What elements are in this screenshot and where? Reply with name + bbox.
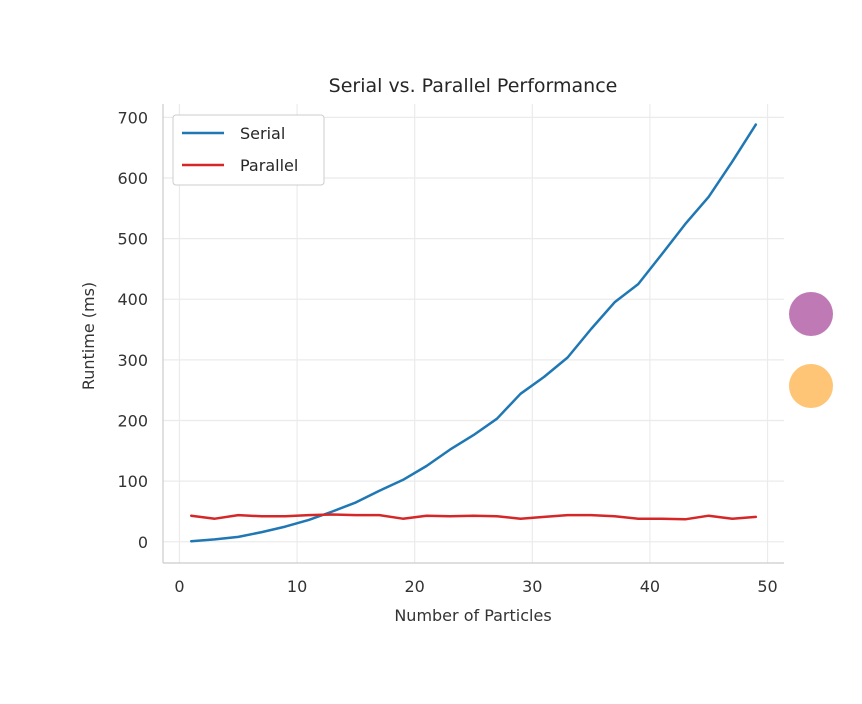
y-tick-label: 500	[117, 230, 148, 249]
legend: Serial Parallel	[172, 114, 325, 186]
grid	[163, 104, 784, 563]
orange-dot	[789, 364, 833, 408]
purple-dot	[789, 292, 833, 336]
legend-label-parallel: Parallel	[240, 156, 298, 175]
y-tick-label: 0	[138, 533, 148, 552]
x-tick-label: 40	[640, 577, 660, 596]
y-tick-label: 600	[117, 169, 148, 188]
x-tick-label: 20	[405, 577, 425, 596]
axes	[162, 104, 784, 564]
chart-title: Serial vs. Parallel Performance	[329, 75, 618, 97]
x-tick-label: 50	[757, 577, 777, 596]
y-tick-label: 100	[117, 472, 148, 491]
y-tick-label: 200	[117, 412, 148, 431]
series-layer	[189, 123, 758, 543]
y-ticks: 0 100 200 300 400 500 600 700	[117, 108, 148, 551]
y-tick-label: 700	[117, 108, 148, 127]
legend-label-serial: Serial	[240, 124, 285, 143]
x-tick-label: 0	[174, 577, 184, 596]
series-line-serial	[189, 123, 758, 543]
x-axis-label: Number of Particles	[394, 606, 551, 625]
x-ticks: 0 10 20 30 40 50	[174, 577, 777, 596]
series-line-parallel	[189, 513, 758, 521]
x-tick-label: 30	[522, 577, 542, 596]
y-axis-label: Runtime (ms)	[79, 282, 98, 390]
x-tick-label: 10	[287, 577, 307, 596]
y-tick-label: 300	[117, 351, 148, 370]
y-tick-label: 400	[117, 290, 148, 309]
